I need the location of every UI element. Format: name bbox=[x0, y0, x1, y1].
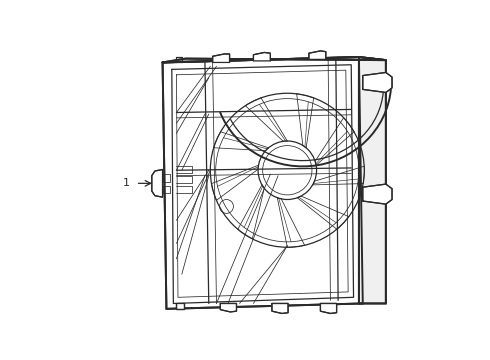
Polygon shape bbox=[320, 303, 337, 314]
Polygon shape bbox=[309, 51, 326, 59]
Polygon shape bbox=[220, 303, 237, 312]
Polygon shape bbox=[213, 54, 229, 62]
Text: 1: 1 bbox=[123, 178, 130, 188]
Polygon shape bbox=[152, 170, 163, 197]
Polygon shape bbox=[363, 72, 392, 93]
Polygon shape bbox=[359, 57, 386, 303]
Polygon shape bbox=[163, 57, 386, 62]
Polygon shape bbox=[253, 53, 270, 61]
Polygon shape bbox=[363, 184, 392, 204]
Polygon shape bbox=[176, 303, 184, 309]
Polygon shape bbox=[272, 303, 288, 314]
Polygon shape bbox=[163, 57, 363, 309]
